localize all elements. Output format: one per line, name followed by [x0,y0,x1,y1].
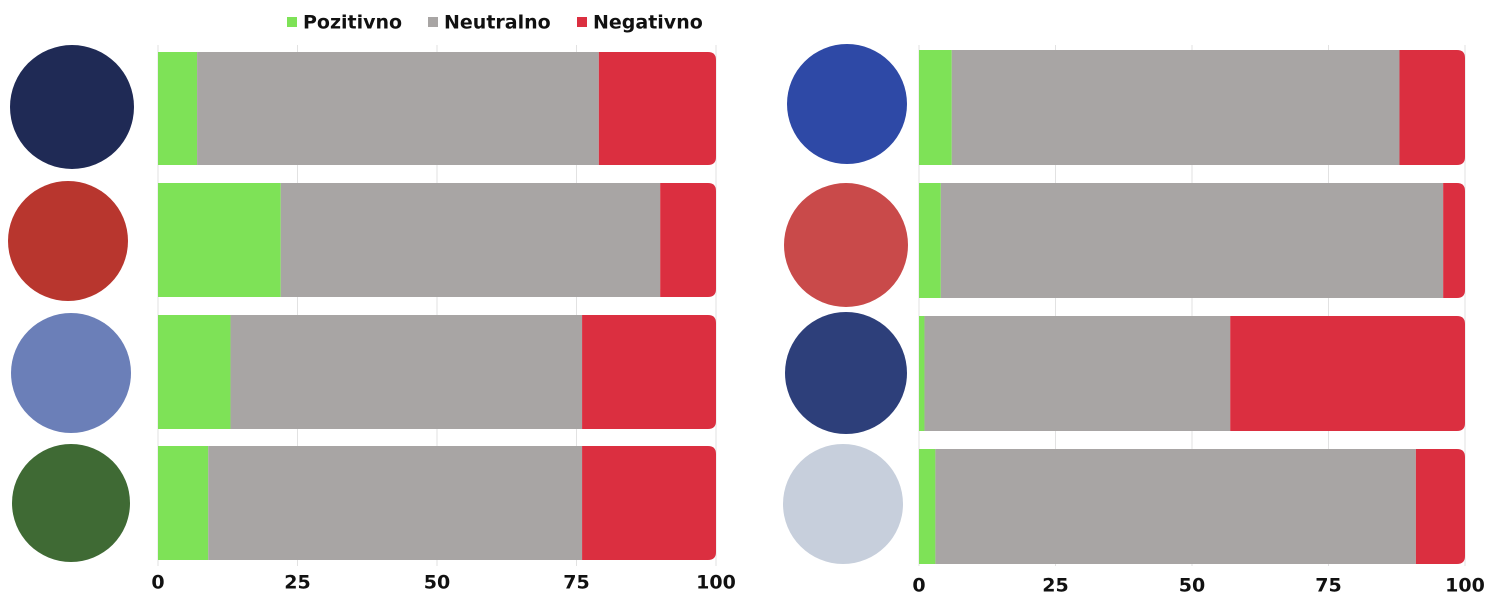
photo [783,444,903,564]
bar-segment [660,183,716,297]
bar-segment [208,446,582,560]
legend-swatch [287,17,297,27]
bar-segment [197,52,599,165]
bar-segment [935,449,1415,564]
x-tick-label: 50 [424,572,450,594]
bar-segment [158,446,208,560]
legend-label: Negativno [593,12,703,34]
bar-segment [952,50,1400,165]
legend-swatch [428,17,438,27]
x-tick-label: 25 [1042,575,1068,594]
photo [785,312,907,434]
x-tick-label: 75 [563,572,589,594]
photo [12,444,130,562]
bar-segment [582,315,716,429]
bar-segment [158,315,231,429]
bar-segment [1230,316,1465,431]
bar-segment [1399,50,1465,165]
bar-segment [158,183,281,297]
bar-segment [599,52,716,165]
legend-label: Pozitivno [303,12,402,34]
bar-segment [919,50,952,165]
bar-segment [941,183,1443,298]
chart: 0 25 50 75 100 0 25 50 75 100 Pozitivno Neutralno Ne… [0,0,1485,594]
bar-segment [582,446,716,560]
legend-swatch [577,17,587,27]
bar-segment [281,183,660,297]
bar-segment [231,315,583,429]
bar-segment [919,183,941,298]
x-tick-label: 50 [1179,575,1205,594]
x-tick-label: 100 [1445,575,1485,594]
x-tick-label: 0 [151,572,164,594]
x-tick-label: 100 [696,572,736,594]
bar-segment [158,52,197,165]
photo [784,183,908,307]
photo [10,45,134,169]
bar-segment [924,316,1230,431]
bar-segment [919,449,935,564]
bar-segment [1416,449,1465,564]
x-tick-label: 0 [912,575,925,594]
photo [8,181,128,301]
bar-segment [919,316,924,431]
photo [787,44,907,164]
x-tick-label: 25 [284,572,310,594]
bar-segment [1443,183,1465,298]
legend-label: Neutralno [444,12,551,34]
photo [11,313,131,433]
x-tick-label: 75 [1315,575,1341,594]
